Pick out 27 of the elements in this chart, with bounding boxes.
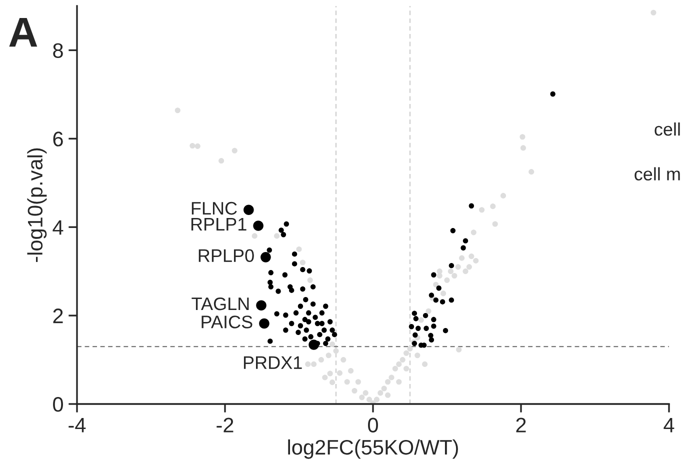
x-tick-label: 2: [516, 418, 526, 432]
x-tick-label: 4: [664, 418, 674, 432]
point: [308, 340, 319, 350]
point: [260, 252, 271, 262]
annotation: RPLP0: [198, 249, 254, 262]
annotation: FLNC: [192, 202, 237, 215]
x-tick-label: -2: [216, 418, 234, 432]
annotation: RPLP1: [191, 218, 246, 230]
point: [256, 300, 266, 311]
text: A: [9, 18, 38, 47]
y-tick-label: 6: [53, 132, 63, 146]
point: [259, 318, 270, 329]
annotation: PRDX1: [244, 356, 302, 369]
x-tick-label: -4: [68, 418, 86, 432]
x-axis-title: log2FC(55KO/WT): [288, 439, 458, 459]
y-tick-label: 8: [53, 43, 63, 58]
annotation: TAGLN: [192, 297, 249, 310]
annotation: PAICS: [202, 316, 252, 328]
y-axis-title: -log10(p.val): [27, 148, 47, 262]
y-tick-label: 2: [53, 308, 63, 324]
point: [244, 204, 254, 216]
y-tick-label: 0: [53, 397, 63, 412]
y-tick-label: 4: [52, 220, 64, 235]
point: [253, 220, 264, 231]
x-tick-label: 0: [368, 418, 378, 432]
annotation: cell: [654, 122, 680, 136]
annotation: cell m: [634, 167, 680, 180]
